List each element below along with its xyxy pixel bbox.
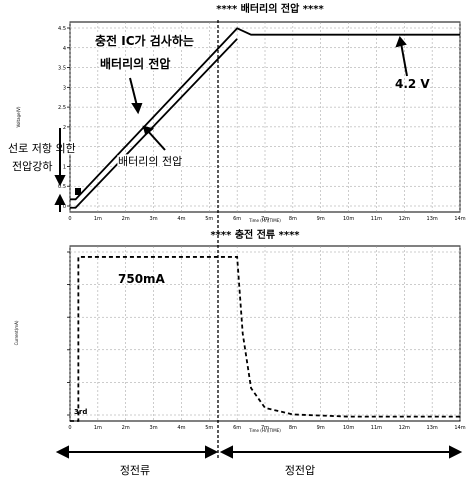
top-arrows [54,36,408,212]
x-tick-label: 14m [454,216,465,222]
annotation-current-value: 750mA [118,272,166,286]
y-tick-label: 4.5 [58,26,66,32]
x-tick-label: 8m [289,216,297,222]
bottom-x-axis-label: Time (Hr)(TIME) [248,428,281,433]
y-tick-label: 0 [63,204,66,210]
top-grid [67,22,461,212]
x-tick-label: 13m [427,216,438,222]
x-tick-label: 14m [454,425,465,431]
annotation-battery-voltage: 배터리의 전압 [118,155,182,168]
x-tick-label: 10m [343,216,354,222]
bottom-y-axis-label: Current(mA) [14,320,19,345]
x-tick-label: 8m [289,425,297,431]
y-tick-label: 2 [63,125,66,131]
x-tick-label: 11m [371,425,382,431]
phase-arrows [55,445,463,459]
y-tick-label: 4 [63,46,66,52]
x-tick-label: 2m [122,425,130,431]
y-tick-label: 2.5 [58,105,66,111]
x-tick-label: 5m [205,216,213,222]
x-tick-label: 12m [399,216,410,222]
start-marker [75,188,81,195]
x-tick-label: 5m [205,425,213,431]
top-chart-title: **** 배터리의 전압 **** [216,2,324,15]
x-tick-label: 0 [68,216,71,222]
bottom-grid [67,246,461,421]
x-tick-label: 6m [233,425,241,431]
x-tick-label: 13m [427,425,438,431]
top-y-axis-label: Voltage(V) [16,106,21,127]
x-tick-label: 1m [94,216,102,222]
series-line [70,256,460,422]
annotation-ic-sensed-line1: 충전 IC가 검사하는 [95,33,194,48]
y-tick-label: 3.5 [58,66,66,72]
x-tick-label: 4m [177,216,185,222]
phase-cc-label: 정전류 [120,464,150,477]
x-tick-label: 11m [371,216,382,222]
y-tick-label: 3 [63,85,66,91]
x-tick-label: 12m [399,425,410,431]
top-series [70,27,460,209]
series-line [70,38,238,209]
bottom-chart-title: **** 충전 전류 **** [210,228,300,241]
x-tick-label: 2m [122,216,130,222]
x-tick-label: 10m [343,425,354,431]
x-tick-label: 4m [177,425,185,431]
bottom-x-ticks: 0 1m 2m 3m 4m 5m 6m 7m 8m 9m 10m 11m 12m 13m 14m [68,425,465,431]
x-tick-label: 3m [150,425,158,431]
annotation-ic-sensed-line2: 배터리의 전압 [100,56,170,71]
x-tick-label: 6m [233,216,241,222]
y-tick-label: 1.5 [58,145,66,151]
x-tick-label: 1m [94,425,102,431]
x-tick-label: 7m [261,216,269,222]
x-tick-label: 9m [317,216,325,222]
series-line [70,27,460,201]
annotation-voltage-value: 4.2 V [395,77,430,91]
top-y-ticks: 4.5 4 3.5 3 2.5 2 1.5 1 0.5 0 [58,26,66,210]
bottom-series [70,256,460,422]
y-tick-label: 0.5 [58,184,66,190]
x-tick-label: 7m [261,425,269,431]
top-x-axis-label: Time (Hr)(TIME) [248,218,281,223]
annotation-start-marker: 3rd [74,408,87,416]
annotation-drop-line1: 선로 저항 의한 [8,142,76,155]
top-x-ticks: 0 1m 2m 3m 4m 5m 6m 7m 8m 9m 10m 11m 12m 13m 14m [68,216,465,222]
y-tick-label: 1 [63,164,66,170]
x-tick-label: 3m [150,216,158,222]
annotation-drop-line2: 전압강하 [12,159,52,173]
x-tick-label: 0 [68,425,71,431]
phase-cv-label: 정전압 [285,464,315,477]
x-tick-label: 9m [317,425,325,431]
